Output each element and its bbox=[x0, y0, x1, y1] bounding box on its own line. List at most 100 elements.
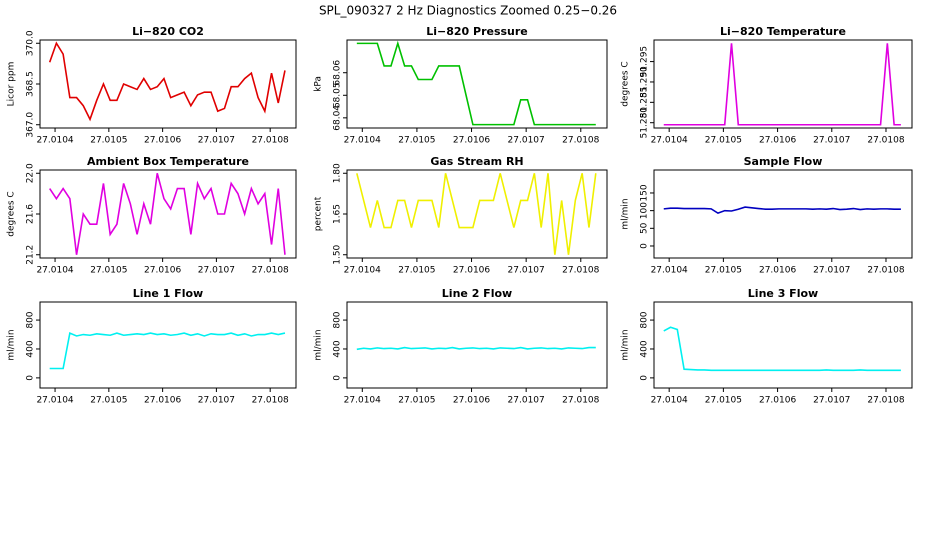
y-tick-label: 367.0 bbox=[26, 112, 36, 138]
x-tick-label: 27.0106 bbox=[759, 266, 796, 276]
panel-title: Line 3 Flow bbox=[748, 287, 818, 300]
y-tick-label: 0 bbox=[640, 243, 650, 249]
x-tick-label: 27.0104 bbox=[344, 136, 381, 146]
x-tick-label: 27.0108 bbox=[867, 396, 904, 406]
panel-title: Line 2 Flow bbox=[442, 287, 512, 300]
y-tick-label: 368.5 bbox=[26, 71, 36, 97]
x-tick-label: 27.0105 bbox=[705, 396, 742, 406]
x-tick-label: 27.0108 bbox=[252, 136, 289, 146]
data-line bbox=[356, 346, 596, 351]
x-tick-label: 27.0104 bbox=[344, 396, 381, 406]
data-line bbox=[49, 331, 286, 370]
x-tick-label: 27.0104 bbox=[651, 136, 688, 146]
plot-frame bbox=[346, 301, 608, 389]
plot-frame bbox=[653, 301, 913, 389]
x-tick-label: 27.0105 bbox=[90, 266, 127, 276]
x-tick-label: 27.0108 bbox=[867, 136, 904, 146]
y-axis-label: degrees C bbox=[7, 191, 17, 236]
y-axis-label: ml/min bbox=[314, 329, 324, 360]
panel-title: Gas Stream RH bbox=[430, 155, 523, 168]
y-tick-label: 68.05 bbox=[333, 82, 343, 108]
y-tick-label: 800 bbox=[333, 311, 343, 328]
x-tick-label: 27.0107 bbox=[813, 396, 850, 406]
x-tick-label: 27.0107 bbox=[813, 136, 850, 146]
x-tick-label: 27.0105 bbox=[398, 136, 435, 146]
y-axis-label: Licor ppm bbox=[7, 62, 17, 107]
y-tick-label: 400 bbox=[26, 340, 36, 357]
panel-title: Li−820 Temperature bbox=[720, 25, 846, 38]
panel-title: Line 1 Flow bbox=[133, 287, 203, 300]
y-tick-label: 800 bbox=[640, 311, 650, 328]
y-tick-label: 400 bbox=[333, 340, 343, 357]
plot-frame bbox=[653, 39, 913, 129]
y-axis-label: kPa bbox=[314, 76, 324, 92]
y-tick-label: 21.2 bbox=[26, 245, 36, 265]
plot-frame bbox=[346, 39, 608, 129]
x-tick-label: 27.0107 bbox=[813, 266, 850, 276]
y-axis-label: ml/min bbox=[621, 198, 631, 229]
x-tick-label: 27.0104 bbox=[36, 266, 73, 276]
x-tick-label: 27.0105 bbox=[705, 136, 742, 146]
x-tick-label: 27.0105 bbox=[90, 136, 127, 146]
x-tick-label: 27.0108 bbox=[867, 266, 904, 276]
x-tick-label: 27.0105 bbox=[705, 266, 742, 276]
x-tick-label: 27.0104 bbox=[344, 266, 381, 276]
data-line bbox=[49, 173, 286, 255]
y-tick-label: 1.50 bbox=[333, 244, 343, 264]
x-tick-label: 27.0108 bbox=[562, 266, 599, 276]
y-tick-label: 0 bbox=[640, 375, 650, 381]
y-tick-label: 100 bbox=[640, 202, 650, 219]
x-tick-label: 27.0107 bbox=[508, 266, 545, 276]
data-line bbox=[356, 173, 597, 255]
y-tick-label: 800 bbox=[26, 311, 36, 328]
y-tick-label: 51.290 bbox=[640, 66, 650, 98]
x-tick-label: 27.0106 bbox=[759, 396, 796, 406]
x-tick-label: 27.0106 bbox=[144, 396, 181, 406]
data-line bbox=[663, 43, 901, 126]
x-tick-label: 27.0108 bbox=[562, 396, 599, 406]
y-tick-label: 21.6 bbox=[26, 204, 36, 224]
y-tick-label: 150 bbox=[640, 184, 650, 201]
y-tick-label: 68.04 bbox=[333, 105, 343, 131]
plot-frame bbox=[39, 301, 297, 389]
panel-title: Sample Flow bbox=[744, 155, 823, 168]
y-axis-label: degrees C bbox=[621, 61, 631, 106]
y-tick-label: 22.0 bbox=[26, 163, 36, 183]
x-tick-label: 27.0104 bbox=[36, 136, 73, 146]
x-tick-label: 27.0106 bbox=[144, 266, 181, 276]
data-line bbox=[356, 40, 596, 126]
x-tick-label: 27.0104 bbox=[36, 396, 73, 406]
x-tick-label: 27.0107 bbox=[198, 396, 235, 406]
y-axis-label: ml/min bbox=[7, 329, 17, 360]
panel-title: Ambient Box Temperature bbox=[87, 155, 249, 168]
x-tick-label: 27.0104 bbox=[651, 396, 688, 406]
x-tick-label: 27.0106 bbox=[453, 396, 490, 406]
x-tick-label: 27.0107 bbox=[508, 136, 545, 146]
x-tick-label: 27.0108 bbox=[252, 396, 289, 406]
y-tick-label: 51.285 bbox=[640, 87, 650, 119]
y-tick-label: 370.0 bbox=[26, 30, 36, 56]
y-tick-label: 0 bbox=[26, 375, 36, 381]
y-tick-label: 1.80 bbox=[333, 163, 343, 183]
y-tick-label: 0 bbox=[333, 375, 343, 381]
data-line bbox=[48, 41, 286, 122]
y-tick-label: 51.295 bbox=[640, 46, 650, 77]
x-tick-label: 27.0108 bbox=[562, 136, 599, 146]
x-tick-label: 27.0106 bbox=[453, 266, 490, 276]
x-tick-label: 27.0104 bbox=[651, 266, 688, 276]
x-tick-label: 27.0106 bbox=[453, 136, 490, 146]
y-axis-label: percent bbox=[314, 196, 324, 231]
x-tick-label: 27.0108 bbox=[252, 266, 289, 276]
x-tick-label: 27.0105 bbox=[90, 396, 127, 406]
panel-title: Li−820 CO2 bbox=[132, 25, 204, 38]
y-axis-label: ml/min bbox=[621, 329, 631, 360]
y-tick-label: 1.65 bbox=[333, 204, 343, 224]
x-tick-label: 27.0107 bbox=[198, 136, 235, 146]
x-tick-label: 27.0106 bbox=[759, 136, 796, 146]
y-tick-label: 68.06 bbox=[333, 60, 343, 86]
x-tick-label: 27.0105 bbox=[398, 396, 435, 406]
y-tick-label: 51.280 bbox=[640, 107, 650, 139]
data-line bbox=[663, 206, 901, 215]
